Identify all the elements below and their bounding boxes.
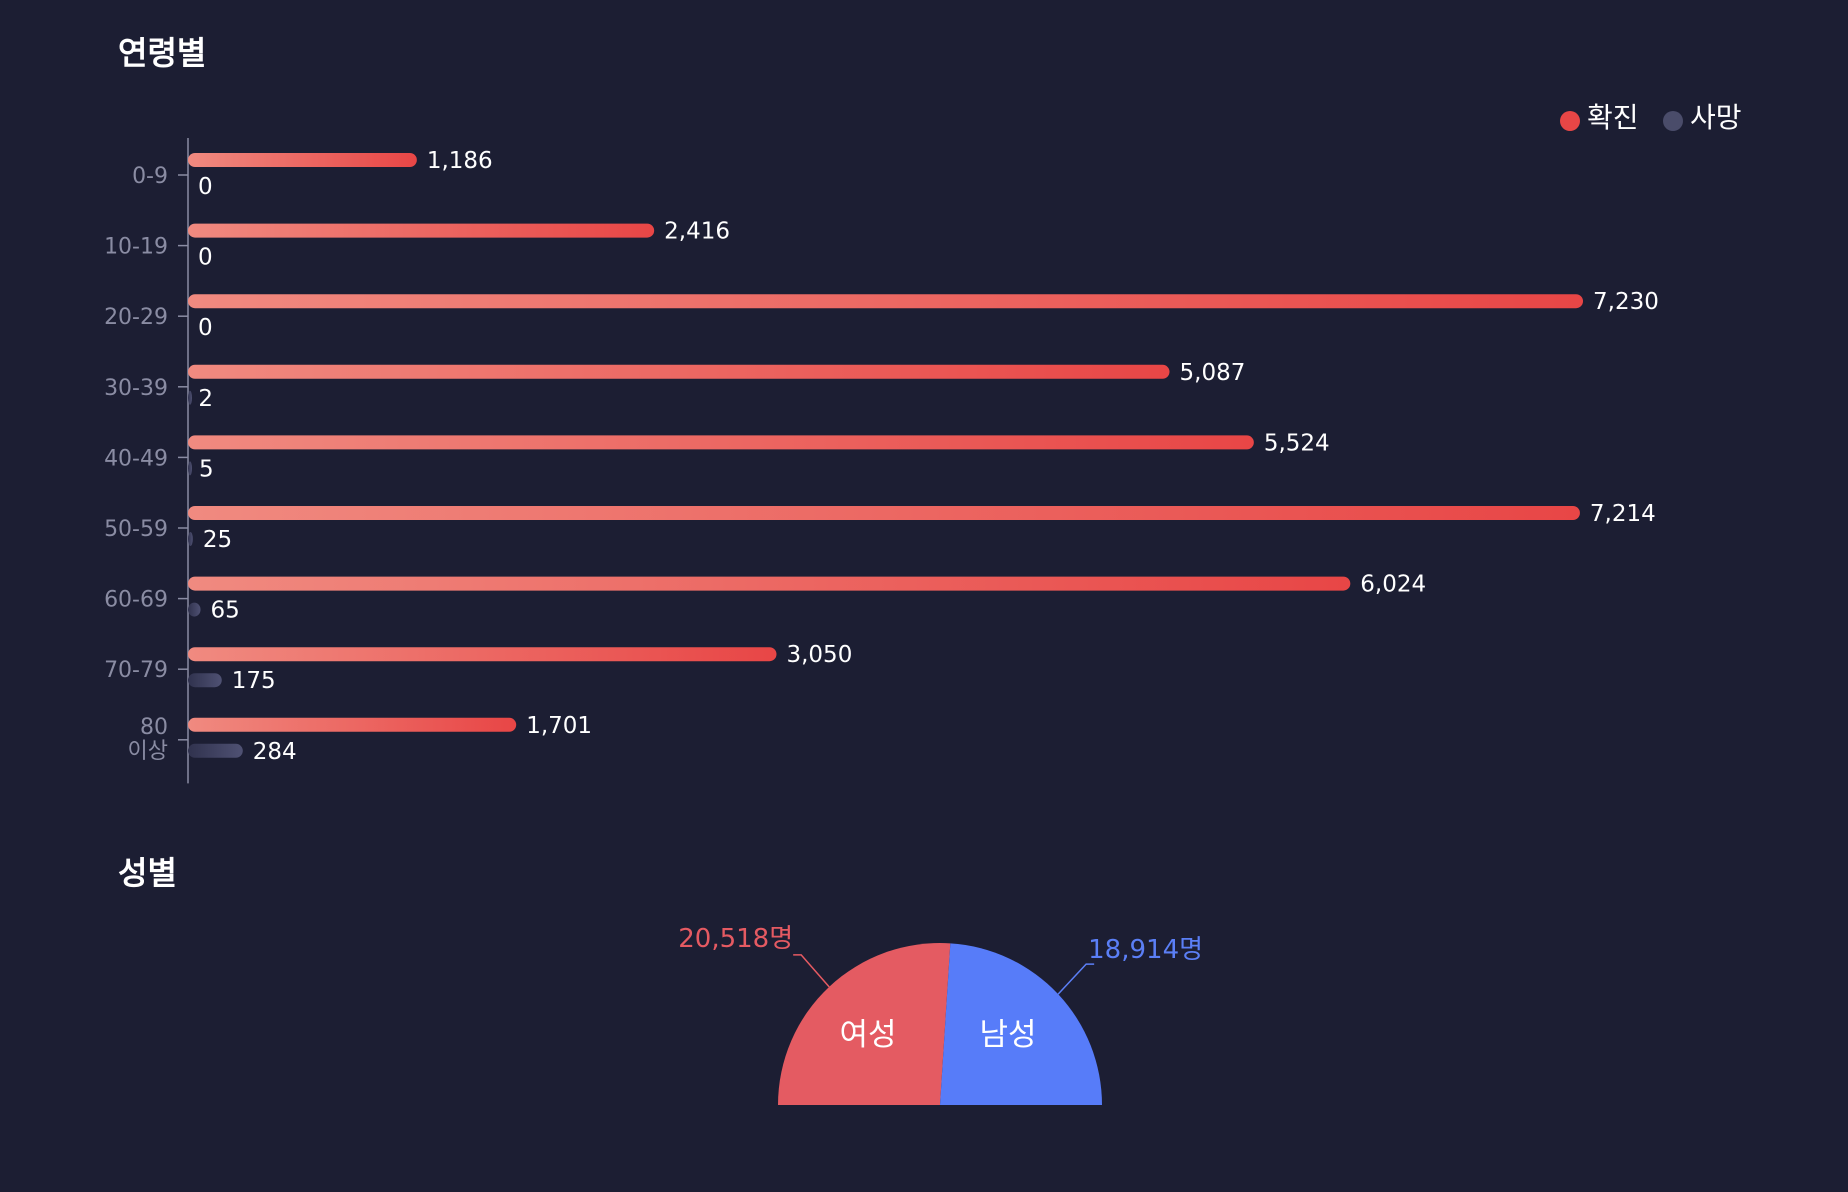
- pie-slice-male[interactable]: [940, 943, 1102, 1105]
- bar-confirmed-value-label: 6,024: [1360, 572, 1426, 598]
- bar-deaths[interactable]: [188, 461, 192, 476]
- pie-slice-female[interactable]: [778, 942, 951, 1105]
- bar-confirmed-value-label: 7,214: [1590, 501, 1656, 527]
- legend-deaths-swatch[interactable]: [1663, 111, 1683, 131]
- legend-confirmed-swatch[interactable]: [1560, 111, 1580, 131]
- bar-deaths[interactable]: [188, 743, 243, 758]
- y-axis-tick-label: 70-79: [104, 658, 168, 683]
- bar-confirmed-value-label: 7,230: [1593, 289, 1659, 315]
- legend-confirmed-label[interactable]: 확진: [1587, 101, 1639, 134]
- age-section-title: 연령별: [118, 34, 207, 72]
- y-axis-tick-label: 0-9: [132, 164, 168, 189]
- bar-confirmed-value-label: 5,087: [1180, 360, 1246, 386]
- bar-confirmed[interactable]: [188, 364, 1170, 379]
- y-axis-tick-label: 10-19: [104, 235, 168, 260]
- bar-deaths-value-label: 284: [253, 739, 297, 765]
- legend-deaths-label[interactable]: 사망: [1690, 101, 1742, 134]
- chart-legend: 확진 사망: [1560, 101, 1742, 134]
- bar-deaths-value-label: 5: [199, 456, 214, 482]
- bar-confirmed[interactable]: [188, 223, 655, 238]
- bar-confirmed[interactable]: [188, 647, 777, 662]
- y-axis-tick-label: 60-69: [104, 588, 168, 613]
- bar-confirmed[interactable]: [188, 153, 417, 167]
- bar-deaths[interactable]: [188, 532, 193, 546]
- bar-confirmed[interactable]: [188, 506, 1580, 520]
- pie-slice-male-label: 남성: [979, 1017, 1036, 1053]
- bar-confirmed-value-label: 2,416: [664, 219, 730, 245]
- bar-confirmed-value-label: 5,524: [1264, 430, 1330, 456]
- pie-value-label-male: 18,914명: [1088, 935, 1203, 965]
- bar-confirmed[interactable]: [188, 435, 1254, 450]
- pie-value-label-female: 20,518명: [678, 924, 793, 954]
- age-bar-chart: 0-9 1,186 0 10-19 2,416 0 20-29 7,230 0 30-39 5,08…: [104, 101, 1742, 784]
- bar-deaths[interactable]: [188, 390, 192, 405]
- bar-deaths-value-label: 2: [198, 386, 213, 412]
- bar-deaths[interactable]: [188, 602, 201, 617]
- bar-deaths-value-label: 65: [211, 598, 240, 624]
- bar-confirmed[interactable]: [188, 294, 1583, 309]
- bar-deaths-value-label: 0: [198, 174, 213, 200]
- y-axis-tick-label: 50-59: [104, 517, 168, 542]
- bar-confirmed-value-label: 1,701: [526, 713, 592, 739]
- bar-deaths-value-label: 0: [198, 245, 213, 271]
- bar-confirmed-value-label: 3,050: [786, 642, 852, 668]
- y-axis-tick-label: 80 이상: [128, 715, 168, 764]
- y-axis-tick-label: 20-29: [104, 305, 168, 330]
- bar-deaths-value-label: 0: [198, 315, 213, 341]
- bar-deaths[interactable]: [188, 673, 222, 688]
- leader-line-female: [793, 954, 830, 988]
- pie-slice-female-label: 여성: [839, 1017, 896, 1053]
- bars-layer: 0-9 1,186 0 10-19 2,416 0 20-29 7,230 0 30-39 5,08…: [104, 148, 1659, 765]
- leader-line-male: [1057, 963, 1095, 995]
- y-axis-tick-label: 30-39: [104, 376, 168, 401]
- bar-confirmed-value-label: 1,186: [427, 148, 493, 174]
- gender-section-title: 성별: [118, 854, 177, 892]
- bar-confirmed[interactable]: [188, 717, 517, 732]
- y-axis-tick-label: 40-49: [104, 446, 168, 471]
- bar-confirmed[interactable]: [188, 576, 1351, 591]
- bar-deaths-value-label: 25: [203, 527, 232, 553]
- bar-deaths-value-label: 175: [232, 668, 276, 694]
